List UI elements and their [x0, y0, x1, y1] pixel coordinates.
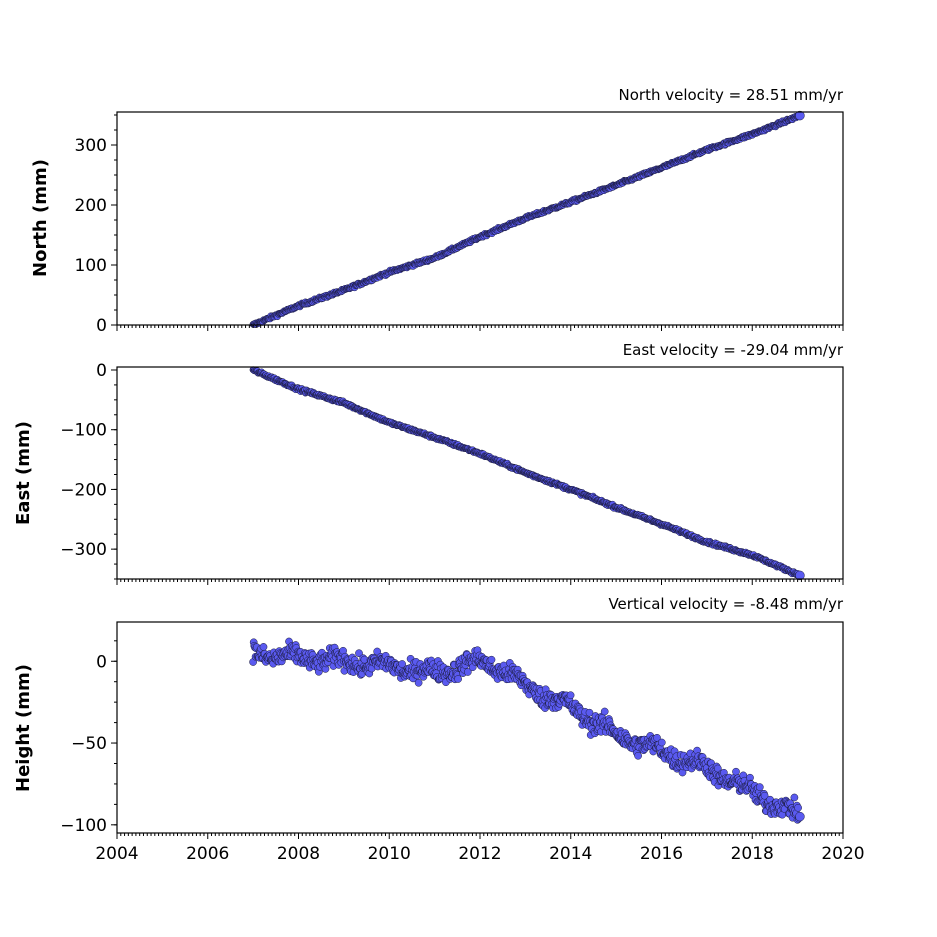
y-tick-label: −300 [60, 540, 107, 560]
data-point [794, 803, 802, 812]
data-point [732, 767, 740, 776]
y-tick-label: 0 [96, 361, 107, 381]
data-point-last [795, 110, 805, 121]
data-point [454, 675, 462, 683]
east-panel: East velocity = -29.04 mm/yr East (mm) 0… [13, 341, 844, 585]
x-tick-label: 2004 [95, 844, 138, 864]
height-ylabel: Height (mm) [13, 664, 34, 792]
y-tick-label: 0 [96, 652, 107, 672]
north-ylabel: North (mm) [30, 159, 51, 277]
north-panel: North velocity = 28.51 mm/yr North (mm) … [30, 86, 844, 336]
data-point-last [795, 811, 805, 822]
data-point [414, 678, 423, 687]
y-tick-label: −50 [71, 734, 107, 754]
data-point [657, 738, 666, 747]
data-point [600, 707, 609, 716]
x-tick-label: 2016 [640, 844, 683, 864]
height-points [249, 637, 805, 824]
data-point [487, 655, 496, 664]
x-tick-label: 2020 [821, 844, 864, 864]
vertical-velocity-annotation: Vertical velocity = -8.48 mm/yr [608, 595, 843, 613]
data-point [790, 793, 799, 802]
x-tick-label: 2008 [277, 844, 320, 864]
x-tick-label: 2018 [731, 844, 774, 864]
y-tick-label: −100 [60, 816, 107, 836]
y-tick-label: 0 [96, 316, 107, 336]
east-ylabel: East (mm) [13, 421, 34, 525]
y-tick-label: 100 [75, 256, 107, 276]
y-tick-label: −200 [60, 480, 107, 500]
x-tick-label: 2010 [368, 844, 411, 864]
north-velocity-annotation: North velocity = 28.51 mm/yr [619, 86, 844, 104]
data-point [755, 783, 764, 791]
data-point [259, 643, 268, 651]
east-points [249, 366, 805, 581]
x-tick-label: 2012 [458, 844, 501, 864]
vertical-panel: Vertical velocity = -8.48 mm/yr Height (… [13, 595, 865, 864]
x-tick-label: 2006 [186, 844, 229, 864]
y-tick-label: 300 [75, 136, 107, 156]
data-point [566, 691, 575, 700]
data-point [634, 751, 642, 760]
north-axes: 0 100 200 300 [75, 111, 844, 336]
north-points [249, 110, 805, 328]
x-tick-label: 2014 [549, 844, 592, 864]
east-velocity-annotation: East velocity = -29.04 mm/yr [623, 341, 844, 359]
y-tick-label: −100 [60, 421, 107, 441]
y-tick-label: 200 [75, 196, 107, 216]
